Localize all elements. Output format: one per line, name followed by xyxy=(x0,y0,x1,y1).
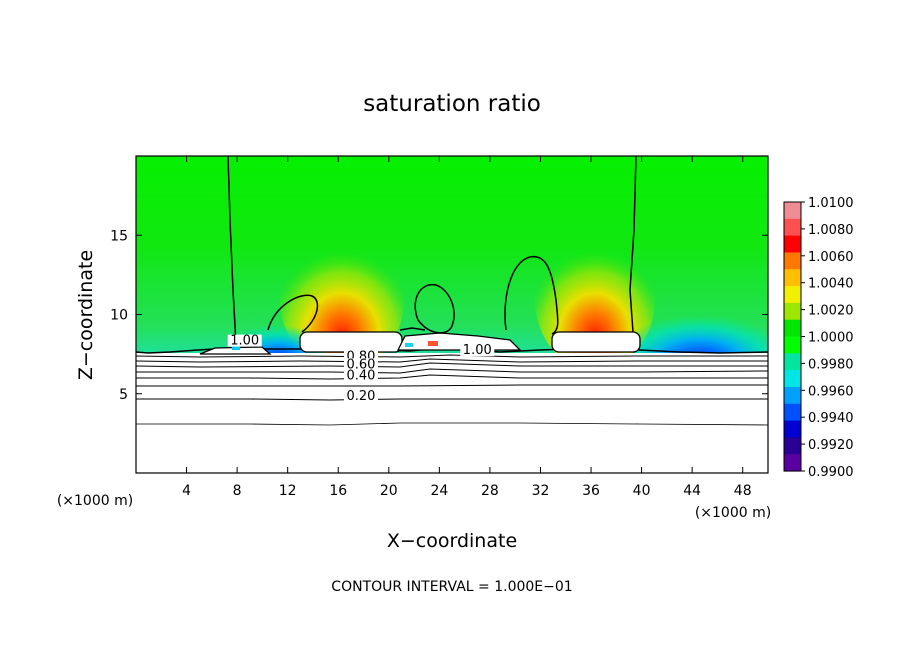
contour-label: 1.00 xyxy=(230,334,259,349)
colorbar: 1.0100 1.0080 1.0060 1.0040 1.0020 1.0000 0.99… xyxy=(783,196,854,480)
contour-label: 0.40 xyxy=(347,368,376,383)
colorbar-swatch xyxy=(784,386,801,405)
colorbar-label: 1.0020 xyxy=(808,304,854,319)
contour-labels: 1.000.800.600.400.201.00 xyxy=(227,334,495,404)
colorbar-swatch xyxy=(784,403,801,422)
plot-area xyxy=(136,156,768,473)
chart-title: saturation ratio xyxy=(363,91,541,117)
colorbar-label: 0.9900 xyxy=(808,465,854,480)
contour-label: 1.00 xyxy=(463,343,492,358)
colorbar-label: 1.0080 xyxy=(808,223,854,238)
contour-label-bg xyxy=(343,390,378,403)
colorbar-swatch xyxy=(784,286,801,304)
ground-region xyxy=(136,353,768,473)
x-tick-label: 16 xyxy=(329,483,347,499)
colorbar-swatch xyxy=(784,202,801,220)
colorbar-label: 1.0100 xyxy=(808,196,854,211)
colorbar-swatch xyxy=(784,235,801,254)
colorbar-swatch xyxy=(784,336,801,354)
contour-label-bg xyxy=(460,344,495,357)
colorbar-swatch xyxy=(784,420,801,438)
x-tick-label: 44 xyxy=(683,483,701,499)
colorbar-swatch xyxy=(784,252,801,270)
contour-label-bg xyxy=(343,369,378,382)
y-axis: 5 10 15 xyxy=(110,228,768,403)
colorbar-label: 0.9980 xyxy=(808,357,854,372)
cloud-contours xyxy=(227,156,637,345)
x-tick-label: 48 xyxy=(734,483,752,499)
x-tick-label: 36 xyxy=(582,483,600,499)
colorbar-swatch xyxy=(784,218,801,237)
contour-label: 0.60 xyxy=(347,357,376,372)
colorbar-swatch xyxy=(784,437,801,455)
x-unit-left: (×1000 m) xyxy=(57,493,133,509)
colorbar-swatch xyxy=(784,319,801,338)
x-tick-label: 20 xyxy=(380,483,398,499)
contour-label: 0.20 xyxy=(347,389,376,404)
colorbar-label: 1.0000 xyxy=(808,331,854,346)
contour-interval-note: CONTOUR INTERVAL = 1.000E−01 xyxy=(331,579,572,595)
contour-label-bg xyxy=(227,334,262,347)
stratified-contours xyxy=(136,354,768,426)
colorbar-swatch xyxy=(784,454,801,472)
x-axis-label: X−coordinate xyxy=(387,530,517,552)
colorbar-swatch xyxy=(784,370,801,388)
x-tick-label: 12 xyxy=(279,483,297,499)
y-axis-label: Z−coordinate xyxy=(75,250,97,380)
y-tick-label: 10 xyxy=(110,308,128,324)
colorbar-swatch xyxy=(784,302,801,321)
colorbar-swatch xyxy=(784,353,801,371)
x-unit-right: (×1000 m) xyxy=(695,505,771,521)
x-tick-label: 24 xyxy=(430,483,448,499)
contour-label-bg xyxy=(343,358,378,371)
y-tick-label: 15 xyxy=(110,228,128,244)
colorbar-label: 1.0040 xyxy=(808,277,854,292)
colorbar-label: 1.0060 xyxy=(808,250,854,265)
colorbar-label: 0.9940 xyxy=(808,411,854,426)
x-tick-label: 8 xyxy=(233,483,242,499)
x-tick-label: 4 xyxy=(182,483,191,499)
x-tick-label: 40 xyxy=(633,483,651,499)
colorbar-swatch xyxy=(784,269,801,287)
colorbar-label: 0.9960 xyxy=(808,384,854,399)
x-tick-label: 32 xyxy=(532,483,550,499)
y-tick-label: 5 xyxy=(119,387,128,403)
x-axis: 4 8 12 16 20 24 28 32 36 40 44 48 xyxy=(182,156,752,499)
x-tick-label: 28 xyxy=(481,483,499,499)
colorbar-label: 0.9920 xyxy=(808,438,854,453)
